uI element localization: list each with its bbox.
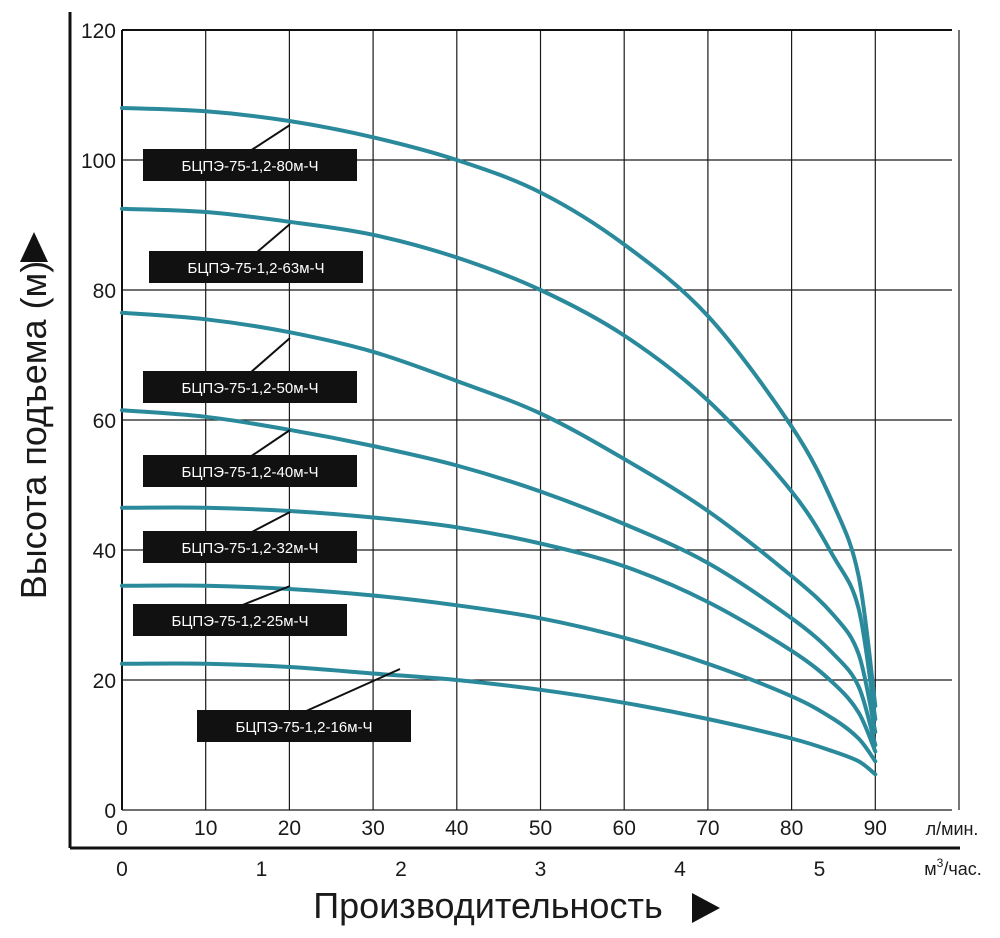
x2-unit-base: м [924, 859, 936, 879]
x2-tick-label: 1 [256, 858, 268, 881]
series-line [120, 206, 878, 721]
series-name-label: БЦПЭ-75-1,2-32м-Ч [181, 540, 318, 557]
y-tick-label: 20 [93, 670, 116, 693]
curve-label: БЦПЭ-75-1,2-50м-Ч [143, 337, 357, 403]
x-axis-arrow-icon [692, 893, 720, 923]
x-axis-title: Производительность [313, 885, 662, 926]
series-name-label: БЦПЭ-75-1,2-40м-Ч [181, 464, 318, 481]
curve-label: БЦПЭ-75-1,2-63м-Ч [149, 223, 363, 283]
axes [68, 12, 960, 850]
curve-labels: БЦПЭ-75-1,2-80м-Ч БЦПЭ-75-1,2-63м-Ч БЦПЭ-7… [133, 124, 411, 742]
label-leader-line [249, 124, 291, 152]
x2-tick-labels: 0 1 2 3 4 5 [116, 858, 825, 881]
y-tick-label: 80 [93, 280, 116, 303]
x2-unit-rest: /час. [943, 859, 981, 879]
x-tick-label: 60 [613, 817, 636, 840]
y-tick-labels: 0 20 40 60 80 100 120 [81, 20, 116, 823]
series-name-label: БЦПЭ-75-1,2-16м-Ч [235, 719, 372, 736]
curve-label: БЦПЭ-75-1,2-16м-Ч [197, 668, 411, 742]
x2-tick-label: 3 [535, 858, 547, 881]
series-line [120, 505, 878, 754]
x-tick-labels: 0 10 20 30 40 50 60 70 80 90 [116, 817, 887, 840]
y-tick-label: 120 [81, 20, 116, 43]
label-leader-line [255, 223, 291, 254]
label-box [133, 604, 347, 636]
label-leader-line [303, 668, 401, 713]
x2-unit-sup: 3 [937, 856, 944, 870]
label-leader-line [249, 429, 291, 458]
x2-tick-label: 5 [814, 858, 826, 881]
curve-label: БЦПЭ-75-1,2-25м-Ч [133, 585, 347, 636]
label-box [149, 251, 363, 283]
x2-unit-label: м3/час. [924, 856, 981, 879]
label-box [143, 531, 357, 563]
label-box [143, 371, 357, 403]
label-leader-line [249, 337, 291, 374]
x2-tick-label: 2 [395, 858, 407, 881]
x2-tick-label: 4 [674, 858, 686, 881]
label-leader-line [239, 585, 291, 607]
series-line [120, 106, 878, 708]
series-name-label: БЦПЭ-75-1,2-25м-Ч [171, 613, 308, 630]
curve-label: БЦПЭ-75-1,2-32м-Ч [143, 511, 357, 563]
x2-tick-label: 0 [116, 858, 128, 881]
series-name-label: БЦПЭ-75-1,2-63м-Ч [187, 260, 324, 277]
x-unit-label: л/мин. [926, 819, 979, 839]
x-tick-label: 40 [445, 817, 468, 840]
series-name-label: БЦПЭ-75-1,2-80м-Ч [181, 158, 318, 175]
x-tick-label: 70 [696, 817, 719, 840]
series-line [120, 661, 878, 777]
x-tick-label: 10 [194, 817, 217, 840]
curve-label: БЦПЭ-75-1,2-40м-Ч [143, 429, 357, 487]
label-box [143, 455, 357, 487]
y-axis-arrow-icon [20, 232, 48, 262]
series-line [120, 310, 878, 734]
curves [120, 106, 878, 777]
x-tick-label: 90 [864, 817, 887, 840]
series-name-label: БЦПЭ-75-1,2-50м-Ч [181, 380, 318, 397]
series-line [120, 408, 878, 747]
x-tick-label: 0 [116, 817, 128, 840]
curve-label: БЦПЭ-75-1,2-80м-Ч [143, 124, 357, 181]
x-tick-label: 50 [529, 817, 552, 840]
x-tick-label: 30 [361, 817, 384, 840]
label-box [143, 149, 357, 181]
label-leader-line [249, 511, 291, 534]
y-tick-label: 40 [93, 540, 116, 563]
y-axis-title: Высота подъема (м) [13, 261, 54, 600]
label-box [197, 710, 411, 742]
x-tick-label: 80 [780, 817, 803, 840]
x-tick-label: 20 [278, 817, 301, 840]
y-tick-label: 0 [104, 800, 116, 823]
grid [121, 29, 960, 811]
y-tick-label: 60 [93, 410, 116, 433]
series-line [120, 583, 878, 764]
y-tick-label: 100 [81, 150, 116, 173]
